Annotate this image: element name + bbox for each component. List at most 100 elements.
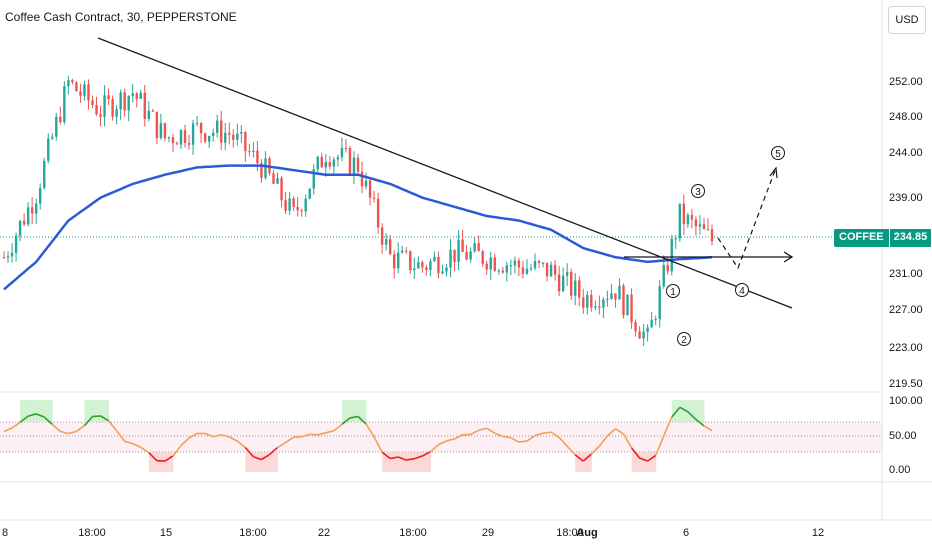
wave-label-4[interactable]: 4 bbox=[735, 283, 749, 298]
candle-body bbox=[549, 264, 553, 277]
candle-body bbox=[175, 143, 179, 145]
candle-body bbox=[308, 188, 311, 199]
candle-body bbox=[51, 136, 54, 139]
price-label: 244.00 bbox=[889, 147, 923, 159]
candle-body bbox=[348, 148, 352, 174]
candle-body bbox=[509, 265, 513, 267]
candle-body bbox=[380, 227, 384, 245]
wave-label-2[interactable]: 2 bbox=[677, 332, 691, 347]
overbought-highlight bbox=[36, 400, 45, 422]
candle-body bbox=[525, 268, 529, 274]
overbought-highlight bbox=[44, 400, 53, 422]
wave-label-1-text: 1 bbox=[670, 287, 676, 298]
candle-body bbox=[364, 180, 368, 187]
oscillator-segment bbox=[550, 431, 560, 439]
candle-body bbox=[397, 252, 400, 269]
oscillator-segment bbox=[325, 430, 335, 434]
candle-body bbox=[203, 133, 207, 142]
oscillator-line bbox=[3, 406, 713, 462]
oscillator-segment bbox=[244, 447, 255, 458]
candle-body bbox=[195, 122, 199, 124]
candle-body bbox=[610, 293, 613, 299]
oversold-highlight bbox=[382, 452, 391, 472]
candle-body bbox=[570, 271, 573, 296]
candle-body bbox=[393, 254, 396, 269]
candle-body bbox=[352, 157, 356, 174]
overbought-highlight bbox=[358, 400, 367, 422]
candle-body bbox=[264, 158, 267, 178]
candle-body bbox=[425, 267, 428, 270]
candle-body bbox=[388, 239, 392, 255]
oscillator-segment bbox=[365, 423, 375, 438]
candle-body bbox=[646, 327, 649, 332]
candle-body bbox=[513, 260, 517, 266]
ray-arrow-icon bbox=[783, 251, 794, 263]
overbought-highlight bbox=[695, 400, 705, 422]
oscillator-segment bbox=[397, 456, 407, 461]
moving-average-line bbox=[3, 164, 713, 291]
time-label: 22 bbox=[317, 527, 331, 539]
candle-body bbox=[244, 132, 247, 152]
time-label: 18:00 bbox=[556, 527, 584, 539]
candle-body bbox=[236, 133, 239, 140]
candle-body bbox=[187, 143, 191, 145]
oscillator-segment bbox=[574, 454, 584, 462]
oscillator-segment bbox=[703, 425, 713, 432]
oscillator-segment bbox=[590, 445, 600, 455]
candle-body bbox=[465, 251, 468, 260]
oscillator-segment bbox=[75, 425, 85, 433]
candle-body bbox=[276, 178, 279, 184]
candle-body bbox=[626, 294, 629, 316]
osc-axis-label: 0.00 bbox=[889, 464, 911, 476]
wave-label-3[interactable]: 3 bbox=[691, 184, 705, 199]
price-label: 223.00 bbox=[889, 342, 923, 354]
oscillator-segment bbox=[261, 453, 270, 461]
time-label: 12 bbox=[811, 527, 825, 539]
candle-body bbox=[557, 274, 561, 292]
candle-body bbox=[533, 261, 537, 269]
candle-body bbox=[320, 156, 323, 168]
candle-body bbox=[39, 187, 42, 204]
candle-body bbox=[602, 299, 605, 308]
candle-body bbox=[199, 122, 203, 134]
candle-body bbox=[43, 160, 46, 188]
candle-body bbox=[232, 134, 235, 140]
candle-body bbox=[34, 203, 38, 214]
oversold-highlight bbox=[156, 452, 166, 472]
oversold-highlight bbox=[245, 452, 254, 472]
oscillator-segment bbox=[285, 436, 295, 444]
candle-body bbox=[650, 319, 653, 328]
candle-body bbox=[578, 280, 581, 298]
candle-body bbox=[18, 220, 22, 236]
oscillator-segment bbox=[115, 430, 126, 442]
current-price-symbol: COFFEE bbox=[834, 229, 889, 247]
candle-body bbox=[240, 132, 243, 134]
oscillator-segment bbox=[406, 457, 415, 461]
projection-path[interactable] bbox=[717, 167, 777, 270]
oversold-highlight bbox=[269, 452, 279, 472]
candle-body bbox=[220, 120, 223, 143]
candle-body bbox=[2, 257, 6, 259]
oscillator-segment bbox=[172, 445, 182, 457]
wave-label-5[interactable]: 5 bbox=[771, 146, 785, 161]
currency-button[interactable]: USD bbox=[888, 6, 926, 34]
downtrend-line[interactable] bbox=[97, 37, 793, 309]
oscillator-segment bbox=[204, 432, 214, 438]
candle-body bbox=[228, 132, 231, 135]
current-price-value: 234.85 bbox=[889, 229, 932, 247]
candle-body bbox=[505, 265, 509, 273]
oscillator-band bbox=[0, 422, 882, 452]
oscillator-segment bbox=[140, 446, 150, 454]
oscillator-segment bbox=[277, 441, 287, 449]
chart-title: Coffee Cash Contract, 30, PEPPERSTONE bbox=[5, 10, 237, 24]
oversold-highlight bbox=[631, 452, 641, 472]
candle-body bbox=[284, 200, 287, 211]
overbought-highlight bbox=[84, 400, 93, 422]
candle-body bbox=[710, 229, 714, 242]
candle-body bbox=[332, 159, 336, 167]
candlesticks bbox=[2, 75, 714, 347]
candle-body bbox=[151, 110, 155, 112]
oscillator-segment bbox=[654, 435, 665, 456]
wave-label-1[interactable]: 1 bbox=[666, 284, 680, 299]
